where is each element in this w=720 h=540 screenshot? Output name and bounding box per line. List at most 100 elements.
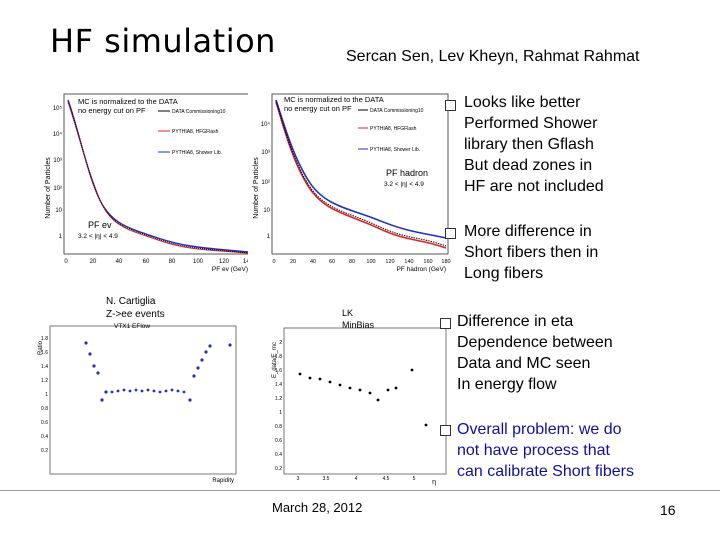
bullet-2-line: More difference in xyxy=(464,223,592,240)
plot-ev-tag: PF ev xyxy=(88,220,112,230)
plot-hadron-ytick-3: 10 xyxy=(263,208,270,214)
plot-ev-xtick-0: 0 xyxy=(64,259,68,265)
plot-vtx-ytick-7: 0.4 xyxy=(41,434,48,440)
plot-lk-xtick-1: 3.5 xyxy=(323,476,330,482)
plot-lk-ytick-0: 2 xyxy=(279,340,282,346)
plot-lk-ytick-3: 1.4 xyxy=(275,382,282,388)
plot-lk-ytick-6: 0.8 xyxy=(275,424,282,430)
plot-ev-ytick-1: 10⁴ xyxy=(53,131,63,138)
plot-hadron-legend-1: PYTHIA8, HFGFlash xyxy=(370,126,417,132)
slide-title: HF simulation xyxy=(50,22,276,60)
plot-lk-ytick-2: 1.6 xyxy=(275,368,282,374)
plot-lk-points xyxy=(298,368,428,427)
plot-lk-xtick-0: 3 xyxy=(297,476,300,482)
plot-hadron-ytick-0: 10⁴ xyxy=(261,121,271,128)
plot-ev-ytick-2: 10³ xyxy=(53,158,62,164)
footer-divider xyxy=(0,490,720,491)
plot-lk-caption2: MinBias xyxy=(342,320,375,330)
plot-hadron-tag: PF hadron xyxy=(386,168,428,178)
plot-ev-xlabel: PF ev (GeV) xyxy=(212,266,248,273)
plot-pf-ev: Number of Particles MC is normalized to … xyxy=(38,88,256,274)
bullet-1-line: library then Gflash xyxy=(464,136,594,153)
plot-hadron-xtick-2: 40 xyxy=(310,259,316,265)
plot-vtx-ytick-5: 0.8 xyxy=(41,406,48,412)
plot-vtx-ytick-4: 1 xyxy=(45,392,48,398)
plot-hadron-xlabel: PF hadron (GeV) xyxy=(397,266,447,273)
plot-vtx-xlabel: Rapidity xyxy=(212,478,234,484)
bullet-3-line: Difference in eta xyxy=(457,313,574,330)
plot-ev-legend-1: PYTHIA8, HFGFlash xyxy=(172,129,219,135)
bullet-4-line: not have process that xyxy=(457,442,610,459)
plot-lk-ytick-7: 0.6 xyxy=(275,438,282,444)
plot-lk-caption1: LK xyxy=(342,308,353,318)
plot-ev-xtick-2: 40 xyxy=(116,259,123,265)
plot-ev-ylabel: Number of Particles xyxy=(45,157,52,219)
bullet-3-line: Data and MC seen xyxy=(457,355,591,372)
plot-ev-legend-0: DATA Commissioning10 xyxy=(172,109,226,115)
bullet-marker-3 xyxy=(440,318,451,329)
plot-pf-hadron: Number of Particles MC is normalized to … xyxy=(248,88,454,274)
plot-hadron-xtick-6: 120 xyxy=(385,259,394,265)
bullet-2-line: Short fibers then in xyxy=(464,244,599,261)
plot-lk-ylabel: E_data/E_mc xyxy=(272,342,278,378)
plot-hadron-curve-blue xyxy=(275,99,447,239)
plot-vtx-ylabel: Ratio xyxy=(38,340,44,355)
plot-ev-curve-data xyxy=(67,100,249,254)
plot-ev-xtick-1: 20 xyxy=(90,259,97,265)
plot-lk-minbias: LK MinBias E_data/E_mc 2 1.8 1.6 1.4 1.2… xyxy=(264,300,450,486)
plot-hadron-xtick-5: 100 xyxy=(366,259,375,265)
plot-vtx-title: VTX1 EFlow xyxy=(114,323,150,330)
plot-hadron-ytick-1: 10³ xyxy=(261,150,270,156)
plot-ev-curve-red xyxy=(67,101,249,254)
plot-ev-ytick-4: 10 xyxy=(55,208,62,214)
plot-vtx-points xyxy=(84,341,232,402)
plot-hadron-ylabel: Number of Particles xyxy=(253,157,260,219)
plot-lk-ytick-5: 1 xyxy=(279,410,282,416)
bullet-2-line: Long fibers xyxy=(464,265,544,282)
plot-hadron-xtick-8: 160 xyxy=(423,259,432,265)
plot-lk-xtick-2: 4 xyxy=(355,476,358,482)
plot-lk-ytick-1: 1.8 xyxy=(275,354,282,360)
bullet-marker-4 xyxy=(440,425,451,436)
plot-hadron-range: 3.2 < |η| < 4.9 xyxy=(384,181,424,188)
bullet-1: Looks like better Performed Shower libra… xyxy=(464,92,604,197)
plot-hadron-ytick-4: 1 xyxy=(267,234,271,240)
plot-vtx-ytick-0: 1.8 xyxy=(41,336,48,342)
plot-hadron-xtick-9: 180 xyxy=(441,259,450,265)
plot-vtx-ytick-2: 1.4 xyxy=(41,364,48,370)
plot-lk-xlabel: η xyxy=(432,479,436,486)
plot-vtx-ytick-8: 0.2 xyxy=(41,448,48,454)
plot-hadron-xtick-3: 60 xyxy=(329,259,335,265)
plot-hadron-xtick-0: 0 xyxy=(272,259,275,265)
plot-vtx-ytick-1: 1.6 xyxy=(41,350,48,356)
plot-hadron-legend-0: DATA Commissioning10 xyxy=(370,108,424,114)
plot-hadron-ytick-2: 10² xyxy=(261,180,270,186)
plot-ev-xtick-3: 60 xyxy=(143,259,150,265)
bullet-4-line: Overall problem: we do xyxy=(457,421,622,438)
plot-ev-ytick-0: 10⁵ xyxy=(53,105,63,112)
bullet-1-line: But dead zones in xyxy=(464,157,593,174)
bullet-4: Overall problem: we do not have process … xyxy=(457,419,634,482)
plot-hadron-note2: no energy cut on PF xyxy=(284,104,352,113)
plot-hadron-xtick-1: 20 xyxy=(290,259,296,265)
plot-vtx1-eflow: N. Cartiglia Z->ee events VTX1 EFlow Rat… xyxy=(34,288,240,484)
plot-ev-ytick-5: 1 xyxy=(59,234,63,240)
plot-lk-ytick-8: 0.4 xyxy=(275,452,282,458)
footer-date: March 28, 2012 xyxy=(272,500,363,515)
bullet-3-line: In energy flow xyxy=(457,376,557,393)
plot-hadron-xtick-4: 80 xyxy=(349,259,355,265)
plot-ev-legend-2: PYTHIA8, Shower Lib. xyxy=(172,150,222,156)
plot-ev-note1: MC is normalized to the DATA xyxy=(78,97,178,106)
bullet-1-line: Performed Shower xyxy=(464,115,598,132)
plot-lk-xtick-4: 5 xyxy=(413,476,416,482)
plot-ev-ytick-3: 10² xyxy=(53,186,62,192)
plot-lk-ytick-9: 0.2 xyxy=(275,466,282,472)
plot-ev-note2: no energy cut on PF xyxy=(78,106,146,115)
plot-ev-xtick-4: 80 xyxy=(169,259,176,265)
bullet-marker-1 xyxy=(445,100,456,111)
plot-ev-xtick-5: 100 xyxy=(193,259,204,265)
plot-hadron-xtick-7: 140 xyxy=(404,259,413,265)
plot-lk-ytick-4: 1.2 xyxy=(275,396,282,402)
bullet-1-line: Looks like better xyxy=(464,94,581,111)
bullet-marker-2 xyxy=(445,228,456,239)
